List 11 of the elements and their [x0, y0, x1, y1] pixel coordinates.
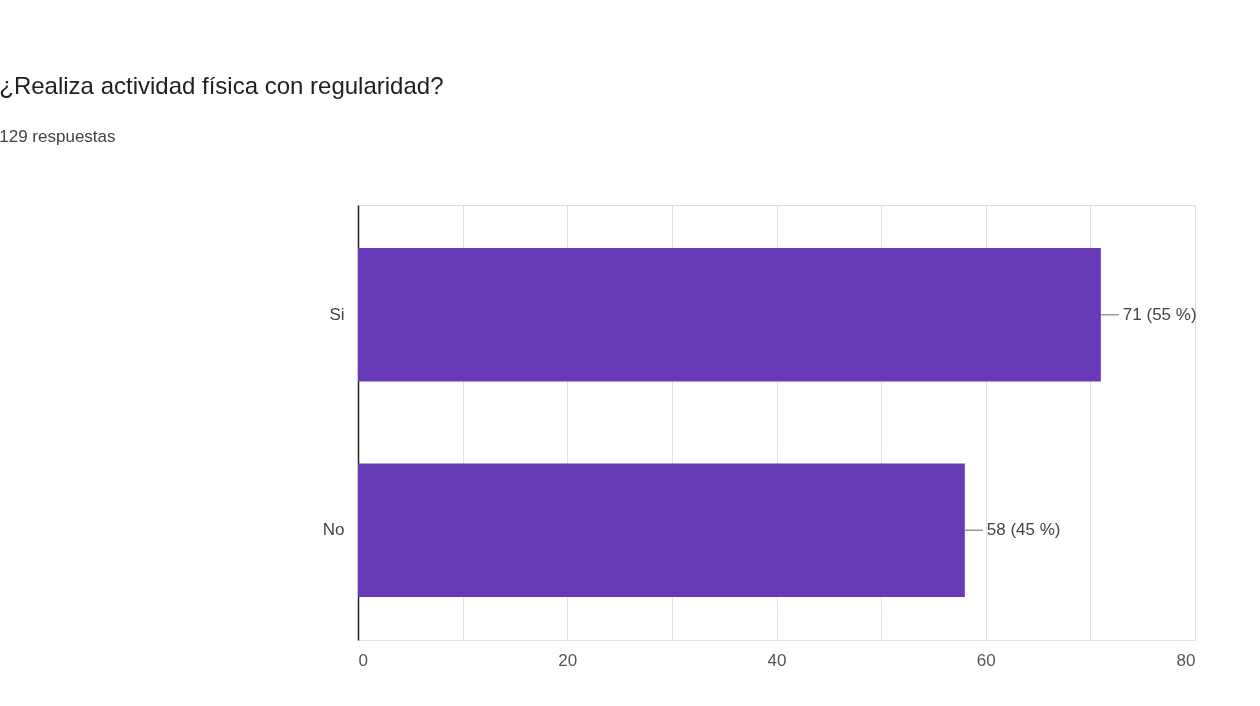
text: 129 respuestas	[0, 127, 116, 146]
data-label: 58 (45 %)	[986, 520, 1061, 540]
x-tick-label: 40	[767, 650, 787, 670]
x-tick-label: 60	[976, 650, 996, 670]
x-tick-label: 80	[1176, 650, 1196, 670]
x-tick-label: 0	[358, 650, 368, 670]
data-label: 71 (55 %)	[1122, 304, 1197, 324]
x-tick-label: 20	[558, 650, 578, 670]
chart-title: ¿Realiza actividad física con regularidad?	[0, 72, 444, 99]
y-tick-label: No	[322, 520, 345, 540]
y-tick-label: Si	[329, 304, 345, 324]
